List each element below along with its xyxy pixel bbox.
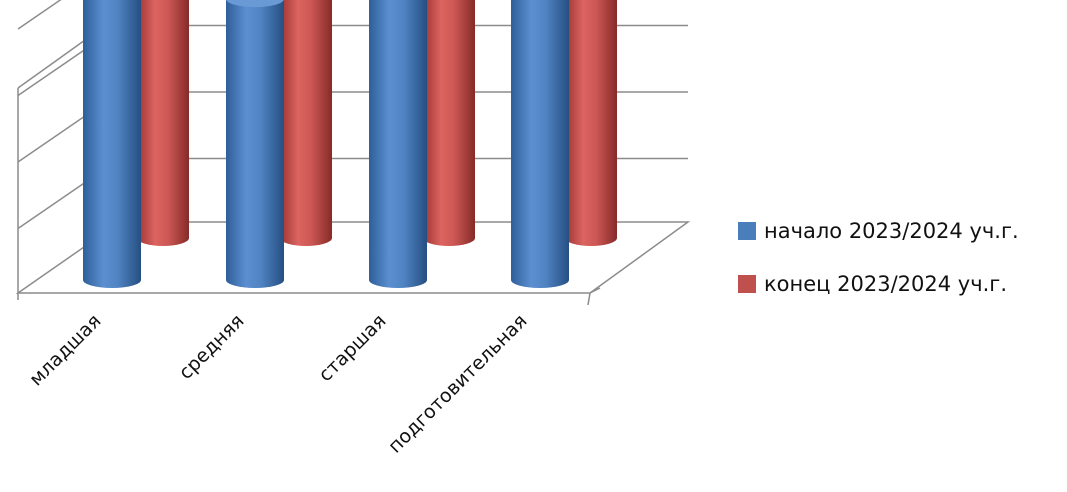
bar-body (423, 0, 475, 246)
bar-end-1 (280, 0, 332, 246)
bar-start-2 (369, 0, 427, 288)
legend-item-end: конец 2023/2024 уч.г. (738, 269, 1019, 299)
bar-start-0 (83, 0, 141, 288)
legend-swatch-end (738, 275, 756, 293)
legend-label-end: конец 2023/2024 уч.г. (764, 272, 1008, 296)
category-label-2: старшая (314, 310, 390, 386)
bar-top (226, 0, 284, 8)
floor-front-ticks (17, 287, 601, 306)
bar-body (369, 0, 427, 288)
legend-swatch-start (738, 222, 756, 240)
bar-body (280, 0, 332, 246)
gridline (17, 0, 62, 30)
bar-end-0 (137, 0, 189, 246)
bar-end-2 (423, 0, 475, 246)
bar-end-3 (565, 0, 617, 246)
bar-body (511, 0, 569, 288)
bar-start-1 (226, 0, 284, 288)
category-label-0: младшая (25, 310, 105, 390)
bars (83, 0, 617, 288)
legend-item-start: начало 2023/2024 уч.г. (738, 216, 1019, 246)
category-label-1: средняя (175, 310, 249, 384)
bar-body (565, 0, 617, 246)
bar-body (83, 0, 141, 288)
legend-label-start: начало 2023/2024 уч.г. (764, 219, 1019, 243)
category-label-3: подготовительная (384, 310, 532, 458)
bar-start-3 (511, 0, 569, 288)
bar-body (137, 0, 189, 246)
legend: начало 2023/2024 уч.г. конец 2023/2024 у… (738, 216, 1019, 322)
bar-body (226, 0, 284, 288)
